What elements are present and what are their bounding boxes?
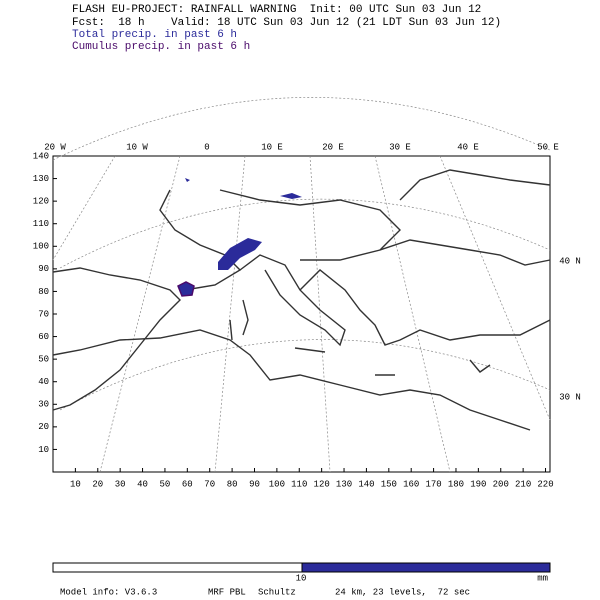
x-tick-label: 220 xyxy=(537,479,553,489)
x-tick-label: 120 xyxy=(314,479,330,489)
cumulus-precip-area xyxy=(177,281,195,297)
footer-model: Model info: V3.6.3 xyxy=(60,587,157,597)
longitude-label: 50 E xyxy=(537,142,559,152)
x-tick-label: 200 xyxy=(493,479,509,489)
y-tick-label: 130 xyxy=(33,174,49,184)
colorbar-unit: mm xyxy=(537,573,548,583)
y-tick-label: 20 xyxy=(38,422,49,432)
colorbar-tick: 10 xyxy=(296,573,307,583)
footer-author: Schultz xyxy=(258,587,296,597)
x-tick-label: 30 xyxy=(115,479,126,489)
x-tick-label: 140 xyxy=(358,479,374,489)
y-tick-label: 70 xyxy=(38,309,49,319)
longitude-label: 0 xyxy=(204,142,209,152)
x-tick-label: 110 xyxy=(291,479,307,489)
x-tick-label: 160 xyxy=(403,479,419,489)
total-precip-area xyxy=(185,178,190,182)
x-tick-label: 10 xyxy=(70,479,81,489)
latitude-label: 30 N xyxy=(559,392,581,402)
longitude-label: 20 W xyxy=(44,142,66,152)
x-tick-label: 40 xyxy=(137,479,148,489)
total-precip-area xyxy=(218,238,262,270)
y-tick-label: 40 xyxy=(38,377,49,387)
x-tick-label: 150 xyxy=(381,479,397,489)
total-precip-area xyxy=(280,193,302,199)
longitude-label: 10 W xyxy=(126,142,148,152)
longitude-label: 40 E xyxy=(457,142,479,152)
map xyxy=(52,97,551,473)
x-tick-label: 100 xyxy=(269,479,285,489)
x-tick-label: 130 xyxy=(336,479,352,489)
x-tick-label: 180 xyxy=(448,479,464,489)
x-tick-label: 60 xyxy=(182,479,193,489)
y-tick-label: 140 xyxy=(33,151,49,161)
x-tick-label: 80 xyxy=(227,479,238,489)
y-tick-label: 60 xyxy=(38,332,49,342)
colorbar: 10 mm xyxy=(52,562,551,583)
y-tick-label: 110 xyxy=(33,219,49,229)
longitude-label: 20 E xyxy=(322,142,344,152)
footer-config: 24 km, 23 levels, 72 sec xyxy=(335,587,470,597)
y-tick-label: 120 xyxy=(33,197,49,207)
footer-pbl: MRF PBL xyxy=(208,587,246,597)
y-tick-label: 30 xyxy=(38,400,49,410)
colorbar-low xyxy=(52,562,303,573)
x-tick-label: 170 xyxy=(425,479,441,489)
header-line: FLASH EU-PROJECT: RAINFALL WARNING Init:… xyxy=(72,4,481,16)
y-tick-label: 100 xyxy=(33,242,49,252)
longitude-label: 30 E xyxy=(389,142,411,152)
x-tick-label: 210 xyxy=(515,479,531,489)
x-tick-label: 90 xyxy=(249,479,260,489)
y-tick-label: 10 xyxy=(38,445,49,455)
graticule xyxy=(52,97,551,473)
y-tick-label: 50 xyxy=(38,355,49,365)
precip xyxy=(177,178,302,297)
coastline xyxy=(52,169,551,431)
map-frame xyxy=(52,155,551,473)
header-line: Fcst: 18 h Valid: 18 UTC Sun 03 Jun 12 (… xyxy=(72,17,501,29)
y-tick-label: 80 xyxy=(38,287,49,297)
x-tick-label: 50 xyxy=(160,479,171,489)
legend-cumulus: Cumulus precip. in past 6 h xyxy=(72,41,250,53)
x-tick-label: 190 xyxy=(470,479,486,489)
x-tick-label: 70 xyxy=(204,479,215,489)
colorbar-high xyxy=(301,562,551,573)
x-tick-label: 20 xyxy=(92,479,103,489)
longitude-label: 10 E xyxy=(261,142,283,152)
legend-total: Total precip. in past 6 h xyxy=(72,29,237,41)
y-tick-label: 90 xyxy=(38,264,49,274)
latitude-label: 40 N xyxy=(559,256,581,266)
